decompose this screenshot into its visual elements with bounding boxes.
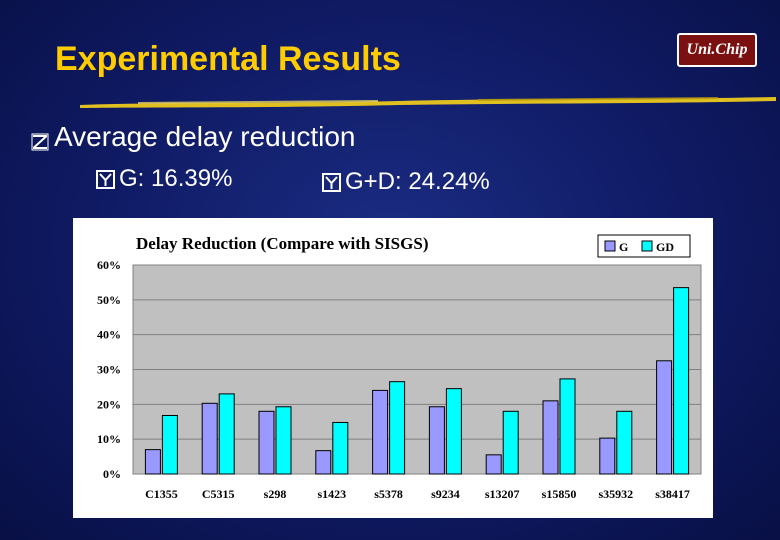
x-tick-label: s9234 [431, 487, 460, 501]
bar-gd-s15850 [559, 378, 576, 475]
bar-gd-c1355 [161, 414, 178, 475]
x-tick-label: C1355 [145, 487, 178, 501]
bar-g-s38417 [656, 360, 673, 475]
unichip-logo: Uni.Chip [677, 33, 757, 67]
x-tick-label: s5378 [374, 487, 403, 501]
bar-gd-s35932 [616, 410, 633, 475]
bar-gd-c5315 [218, 393, 235, 475]
slide-title: Experimental Results [55, 40, 401, 78]
chart-title: Delay Reduction (Compare with SISGS) [136, 234, 428, 253]
x-axis-ticks: C1355 C5315 s298 s1423 s5378 s9234 s13207 s1585… [145, 487, 690, 501]
bar-gd-s298 [275, 406, 292, 475]
bullet-g-text: G: 16.39% [119, 165, 233, 192]
y-tick-label: 10% [97, 432, 121, 446]
x-tick-label: s13207 [485, 487, 520, 501]
chart-legend: G GD [597, 234, 691, 258]
bar-gd-s9234 [445, 388, 462, 475]
bar-g-s5378 [372, 389, 389, 475]
delay-reduction-chart: Delay Reduction (Compare with SISGS) G GD… [73, 218, 713, 518]
brush-stroke-divider [80, 97, 776, 108]
y-axis-ticks: 0% 10% 20% 30% 40% 50% 60% [97, 258, 121, 481]
z-bullet-icon [30, 127, 50, 151]
chart-svg: Delay Reduction (Compare with SISGS) G GD… [97, 234, 702, 501]
bar-gd-s1423 [332, 421, 349, 475]
logo-text: Uni.Chip [686, 41, 748, 58]
y-tick-label: 20% [97, 397, 121, 411]
bar-g-c5315 [201, 402, 218, 475]
legend-label-gd: GD [656, 240, 674, 254]
bullet-g: G: 16.39% [96, 165, 232, 193]
x-tick-label: C5315 [202, 487, 235, 501]
y-tick-label: 50% [97, 293, 121, 307]
y-tick-label: 60% [97, 258, 121, 272]
x-tick-label: s38417 [655, 487, 690, 501]
legend-label-g: G [619, 240, 628, 254]
x-tick-label: s35932 [598, 487, 633, 501]
y-tick-label: 40% [97, 328, 121, 342]
bar-gd-s5378 [389, 381, 406, 475]
bar-gd-s38417 [673, 287, 690, 475]
legend-swatch-gd [641, 240, 653, 252]
x-tick-label: s298 [264, 487, 287, 501]
bar-g-s13207 [485, 454, 502, 475]
bar-g-s9234 [428, 406, 445, 475]
legend-swatch-g [604, 240, 616, 252]
bullet-gd-text: G+D: 24.24% [345, 168, 490, 195]
y-tick-label: 30% [97, 363, 121, 377]
x-tick-label: s15850 [542, 487, 577, 501]
bar-g-c1355 [144, 449, 161, 475]
bullet-gd: G+D: 24.24% [322, 168, 490, 196]
bar-g-s1423 [315, 450, 332, 475]
x-tick-label: s1423 [317, 487, 346, 501]
y-tick-label: 0% [103, 467, 121, 481]
bar-g-s298 [258, 410, 275, 475]
bullet-average-delay: Average delay reduction [30, 121, 355, 153]
y-bullet-icon [322, 172, 341, 192]
bar-gd-s13207 [502, 410, 519, 475]
bars-layer [144, 287, 690, 475]
bar-g-s35932 [599, 437, 616, 475]
bar-g-s15850 [542, 400, 559, 475]
y-bullet-icon [96, 169, 115, 189]
bullet-main-text: Average delay reduction [54, 121, 356, 152]
